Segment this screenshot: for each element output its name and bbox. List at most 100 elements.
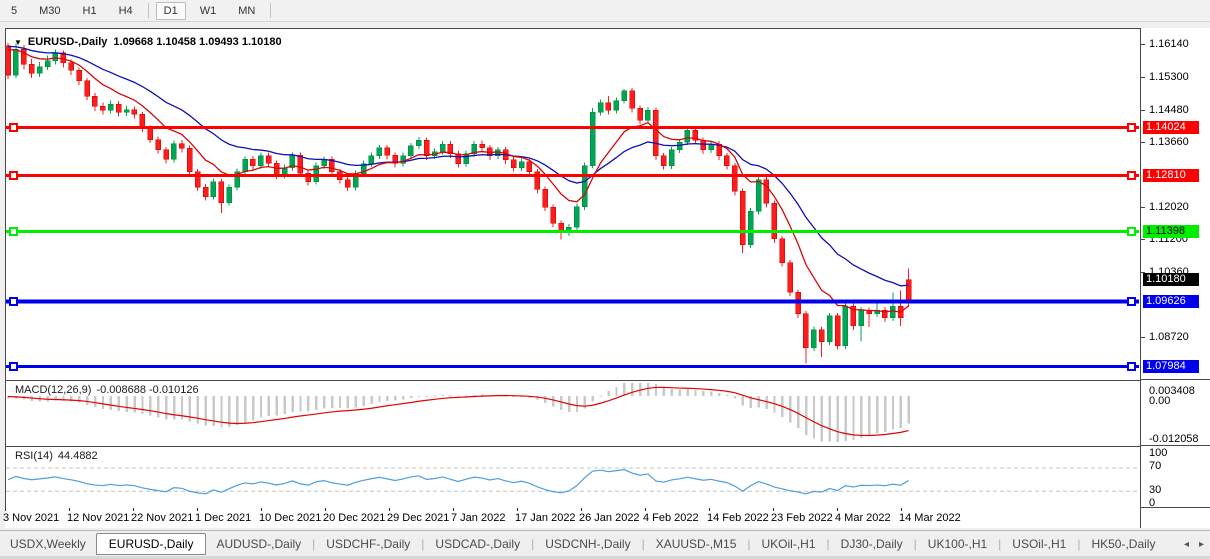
timeframe-button-5[interactable]: 5 xyxy=(11,4,18,17)
rsi-axis-label: 100 xyxy=(1149,447,1168,459)
timeframe-button-mn[interactable]: MN xyxy=(238,4,256,17)
date-label: 20 Dec 2021 xyxy=(323,512,386,524)
price-axis[interactable]: 1.16140 1.15300 1.14480 1.13660 1.12020 1.112… xyxy=(1140,28,1210,528)
macd-signal-line xyxy=(7,386,909,437)
tab-separator: | xyxy=(826,537,830,551)
tabs-scroll-right-icon[interactable]: ▸ xyxy=(1198,538,1204,550)
date-tick xyxy=(709,508,710,511)
main-price-pane[interactable]: ▼ EURUSD-,Daily 1.09668 1.10458 1.09493 … xyxy=(5,28,1142,381)
chart-window: ▼ EURUSD-,Daily 1.09668 1.10458 1.09493 … xyxy=(3,28,1210,528)
price-tick-label: 1.13660 xyxy=(1149,136,1189,149)
date-tick xyxy=(453,508,454,511)
tabs-scroll-left-icon[interactable]: ◂ xyxy=(1183,538,1189,550)
rsi-pane[interactable]: RSI(14) 44.4882 xyxy=(5,446,1142,510)
price-tick-dash xyxy=(1141,206,1145,208)
hline-handle[interactable] xyxy=(1127,361,1136,371)
date-label: 7 Jan 2022 xyxy=(451,512,506,524)
date-label: 14 Mar 2022 xyxy=(899,512,961,524)
hline-handle[interactable] xyxy=(9,226,18,236)
date-tick xyxy=(133,508,134,511)
macd-pane[interactable]: MACD(12,26,9) -0.008688 -0.010126 xyxy=(5,380,1142,447)
time-axis[interactable]: 3 Nov 2021 12 Nov 2021 22 Nov 2021 1 Dec 20… xyxy=(3,508,1140,528)
rsi-canvas[interactable] xyxy=(6,447,1139,507)
timeframe-button-m30[interactable]: M30 xyxy=(39,4,61,17)
chart-title: ▼ EURUSD-,Daily 1.09668 1.10458 1.09493 … xyxy=(14,36,282,48)
hline-handle[interactable] xyxy=(9,296,18,306)
macd-name: MACD(12,26,9) xyxy=(15,384,92,396)
tab-eurusd-daily[interactable]: EURUSD-,Daily xyxy=(95,532,207,555)
date-tick xyxy=(773,508,774,511)
date-tick xyxy=(389,508,390,511)
timeframe-button-h4[interactable]: H4 xyxy=(118,4,133,17)
macd-canvas[interactable] xyxy=(6,381,1139,444)
hline-1.14024[interactable] xyxy=(6,126,1139,130)
moving-averages-layer xyxy=(7,45,910,313)
tab-ukoil-h1[interactable]: UKOil-,H1 xyxy=(761,537,816,551)
macd-axis-label: -0.012058 xyxy=(1149,433,1199,445)
hline-1.12810[interactable] xyxy=(6,174,1139,178)
level-badge-1.12810: 1.12810 xyxy=(1143,169,1199,183)
current-price-badge: 1.10180 xyxy=(1143,273,1199,287)
symbol-dropdown-icon[interactable]: ▼ xyxy=(14,37,22,47)
price-tick-label: 1.16140 xyxy=(1149,38,1189,50)
tab-separator: | xyxy=(531,537,535,551)
hline-1.11398[interactable] xyxy=(6,229,1139,233)
hline-handle[interactable] xyxy=(9,123,18,133)
date-tick xyxy=(5,508,6,511)
price-tick-label: 1.15300 xyxy=(1149,71,1189,84)
price-tick-dash xyxy=(1141,109,1145,111)
tab-separator: | xyxy=(998,537,1002,551)
hline-1.09626[interactable] xyxy=(6,299,1139,304)
hline-handle[interactable] xyxy=(1127,123,1136,133)
hline-handle[interactable] xyxy=(1127,171,1136,181)
date-tick xyxy=(581,508,582,511)
rsi-axis-label: 0 xyxy=(1149,497,1156,509)
tab-separator: | xyxy=(1077,537,1081,551)
tab-usdchf-daily[interactable]: USDCHF-,Daily xyxy=(326,537,411,551)
date-label: 29 Dec 2021 xyxy=(387,512,450,524)
price-tick-dash xyxy=(1141,337,1145,339)
axis-separator xyxy=(1141,445,1210,446)
date-label: 3 Nov 2021 xyxy=(3,512,60,524)
window-bottom-strip xyxy=(0,556,1210,559)
date-label: 22 Nov 2021 xyxy=(131,512,194,524)
date-label: 4 Mar 2022 xyxy=(835,512,891,524)
price-tick-label: 1.12020 xyxy=(1149,200,1189,213)
timeframe-button-h1[interactable]: H1 xyxy=(82,4,97,17)
hline-handle[interactable] xyxy=(9,361,18,371)
tab-usdx-weekly[interactable]: USDX,Weekly xyxy=(10,537,86,551)
timeframe-button-w1[interactable]: W1 xyxy=(199,4,217,17)
hline-handle[interactable] xyxy=(1127,296,1136,306)
hline-1.07984[interactable] xyxy=(6,364,1139,368)
tab-hk50-daily[interactable]: HK50-,Daily xyxy=(1091,537,1156,551)
toolbar-separator xyxy=(270,3,272,18)
tab-separator: | xyxy=(421,537,425,551)
tab-usdcad-daily[interactable]: USDCAD-,Daily xyxy=(435,537,521,551)
rsi-axis-label: 70 xyxy=(1149,460,1162,472)
hline-handle[interactable] xyxy=(9,171,18,181)
toolbar-separator xyxy=(147,3,149,18)
macd-values: -0.008688 -0.010126 xyxy=(96,384,199,396)
date-tick xyxy=(517,508,518,511)
hline-handle[interactable] xyxy=(1127,226,1136,236)
tab-dj30-daily[interactable]: DJ30-,Daily xyxy=(840,537,903,551)
timeframe-button-d1[interactable]: D1 xyxy=(155,1,186,20)
price-chart-canvas[interactable] xyxy=(6,29,1139,378)
price-tick-label: 1.08720 xyxy=(1149,331,1189,344)
tab-scroll-arrows: ◂ ▸ xyxy=(1184,539,1204,550)
date-label: 10 Dec 2021 xyxy=(259,512,322,524)
ma-fast-line xyxy=(7,49,910,313)
level-badge-1.11398: 1.11398 xyxy=(1143,224,1199,238)
rsi-value: 44.4882 xyxy=(57,450,98,462)
tab-uk100-h1[interactable]: UK100-,H1 xyxy=(927,537,988,551)
date-label: 17 Jan 2022 xyxy=(515,512,576,524)
tab-audusd-daily[interactable]: AUDUSD-,Daily xyxy=(216,537,302,551)
macd-axis-label: 0.00 xyxy=(1149,395,1171,407)
date-tick xyxy=(197,508,198,511)
tab-xauusd-m15[interactable]: XAUUSD-,M15 xyxy=(655,537,737,551)
tab-usdcnh-daily[interactable]: USDCNH-,Daily xyxy=(545,537,631,551)
horizontal-levels-layer xyxy=(6,123,1139,371)
ma-slow-line xyxy=(7,45,909,287)
tab-usoil-h1[interactable]: USOil-,H1 xyxy=(1012,537,1067,551)
price-tick-dash xyxy=(1141,239,1145,241)
